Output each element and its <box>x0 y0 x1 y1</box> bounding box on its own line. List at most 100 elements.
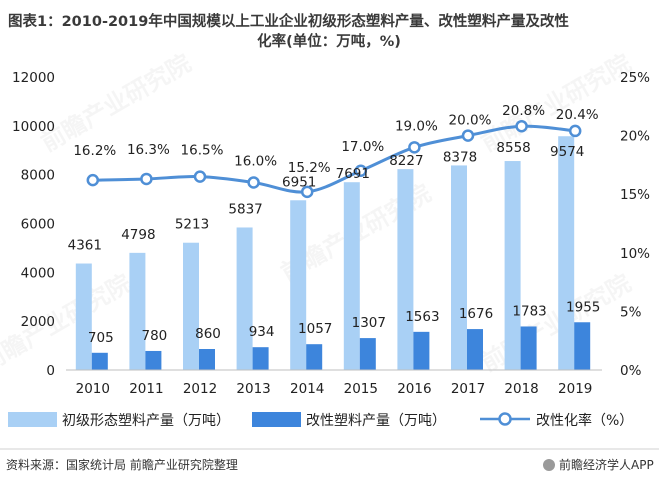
data-label-rate-2019: 20.4% <box>556 107 599 123</box>
rate-point-2013 <box>247 176 260 189</box>
legend-swatch-rate-marker <box>498 412 512 426</box>
y-right-tick-label: 5% <box>620 304 642 320</box>
data-label-rate-2016: 19.0% <box>395 118 438 134</box>
rate-point-2019 <box>568 124 582 138</box>
y-left-tick-label: 4000 <box>21 265 55 281</box>
y-left-tick-label: 12000 <box>12 70 55 86</box>
x-tick-label: 2012 <box>183 381 217 397</box>
rate-point-2012 <box>193 170 207 183</box>
bar-primary-2016 <box>397 169 414 370</box>
legend-label-primary: 初级形态塑料产量（万吨） <box>62 412 230 429</box>
y-right-tick-label: 10% <box>620 246 650 262</box>
brand-name: 前瞻经济学人APP <box>559 457 654 472</box>
x-tick-label: 2011 <box>129 381 163 397</box>
x-tick-label: 2017 <box>451 381 485 397</box>
bar-modified-2016 <box>413 331 430 370</box>
bar-primary-2018 <box>504 161 521 370</box>
data-label-rate-2017: 20.0% <box>449 113 492 129</box>
y-right-tick-label: 15% <box>620 187 650 203</box>
bar-modified-2013 <box>252 347 269 370</box>
data-label-primary-2014: 6951 <box>282 174 316 190</box>
brand-logo: 前瞻经济学人APP <box>543 457 654 472</box>
data-label-rate-2013: 16.0% <box>234 153 277 169</box>
bar-modified-2014 <box>306 344 323 370</box>
rate-point-2015 <box>354 164 368 178</box>
data-label-primary-2017: 8378 <box>443 149 477 165</box>
source-note: 资料来源：国家统计局 前瞻产业研究院整理 <box>6 457 238 472</box>
bar-modified-2017 <box>467 329 483 370</box>
bar-primary-2012 <box>183 242 199 370</box>
bar-primary-2010 <box>75 263 92 370</box>
data-label-modified-2011: 780 <box>142 328 168 344</box>
data-label-primary-2016: 8227 <box>389 153 423 169</box>
data-label-primary-2012: 5213 <box>175 217 209 233</box>
data-label-primary-2010: 4361 <box>68 238 102 254</box>
data-label-modified-2015: 1307 <box>352 315 386 331</box>
data-label-primary-2019: 9574 <box>550 144 584 160</box>
data-label-rate-2014: 15.2% <box>288 160 331 176</box>
y-left-tick-label: 0 <box>46 363 55 379</box>
bar-primary-2014 <box>290 200 307 370</box>
rate-point-2010 <box>86 173 100 187</box>
x-tick-label: 2014 <box>290 381 324 397</box>
data-label-rate-2011: 16.3% <box>127 142 170 158</box>
x-tick-label: 2010 <box>76 381 110 397</box>
bar-modified-2019 <box>574 322 591 370</box>
x-tick-label: 2016 <box>397 381 431 397</box>
bar-primary-2017 <box>451 165 467 370</box>
data-label-rate-2018: 20.8% <box>502 103 545 119</box>
data-label-primary-2015: 7691 <box>336 166 370 182</box>
legend-swatch-primary <box>8 412 57 427</box>
legend-swatch-modified <box>252 412 301 427</box>
rate-point-2017 <box>461 129 475 142</box>
bar-primary-2019 <box>558 136 575 370</box>
chart-title-line1: 图表1：2010-2019年中国规模以上工业企业初级形态塑料产量、改性塑料产量及… <box>8 12 569 30</box>
y-right-tick-label: 0% <box>620 363 642 379</box>
legend-label-rate: 改性化率（%） <box>536 412 633 429</box>
data-label-modified-2010: 705 <box>88 330 114 346</box>
bar-modified-2015 <box>359 338 376 370</box>
y-left-tick-label: 6000 <box>21 217 55 233</box>
watermark-0: 前瞻产业研究院 <box>36 49 195 157</box>
x-tick-label: 2018 <box>504 381 538 397</box>
bar-primary-2011 <box>129 252 146 370</box>
legend: 初级形态塑料产量（万吨） 改性塑料产量（万吨） 改性化率（%） <box>8 412 633 429</box>
x-tick-label: 2015 <box>344 381 378 397</box>
rate-line <box>92 124 576 194</box>
y-left-tick-label: 8000 <box>21 168 55 184</box>
chart-title-line2: 化率(单位：万吨，%) <box>257 32 401 50</box>
data-label-modified-2014: 1057 <box>298 321 332 337</box>
y-left-tick-label: 2000 <box>21 314 55 330</box>
data-label-rate-2015: 17.0% <box>341 139 384 155</box>
data-label-rate-2010: 16.2% <box>73 143 116 159</box>
data-label-modified-2013: 934 <box>249 324 275 340</box>
rate-point-2011 <box>140 172 153 186</box>
y-right-tick-label: 20% <box>620 129 650 145</box>
x-tick-label: 2019 <box>558 381 592 397</box>
brand-logo-icon <box>543 459 555 471</box>
bar-primary-2013 <box>236 227 253 370</box>
bar-modified-2011 <box>145 350 162 370</box>
bar-modified-2010 <box>91 352 108 370</box>
watermark-4: 前瞻产业研究院 <box>476 269 635 377</box>
x-tick-label: 2013 <box>236 381 270 397</box>
bar-modified-2012 <box>199 349 215 370</box>
bar-modified-2018 <box>520 326 537 370</box>
data-label-primary-2018: 8558 <box>496 140 530 156</box>
data-label-modified-2016: 1563 <box>405 309 439 325</box>
data-label-primary-2013: 5837 <box>228 201 262 217</box>
data-label-modified-2019: 1955 <box>566 299 600 315</box>
y-right-tick-label: 25% <box>620 70 650 86</box>
legend-label-modified: 改性塑料产量（万吨） <box>306 413 446 429</box>
data-label-modified-2012: 860 <box>195 326 221 342</box>
plot-area: 0 2000 4000 6000 8000 10000 12000 0% 5% 10% 15% 20%… <box>12 70 650 397</box>
bar-primary-2015 <box>343 182 360 370</box>
rate-point-2018 <box>515 119 528 133</box>
data-label-modified-2017: 1676 <box>459 306 493 322</box>
rate-point-2016 <box>408 141 421 154</box>
data-label-rate-2012: 16.5% <box>181 143 224 159</box>
data-label-primary-2011: 4798 <box>121 227 155 243</box>
y-left-tick-label: 10000 <box>12 119 55 135</box>
rate-point-2014 <box>300 185 314 199</box>
